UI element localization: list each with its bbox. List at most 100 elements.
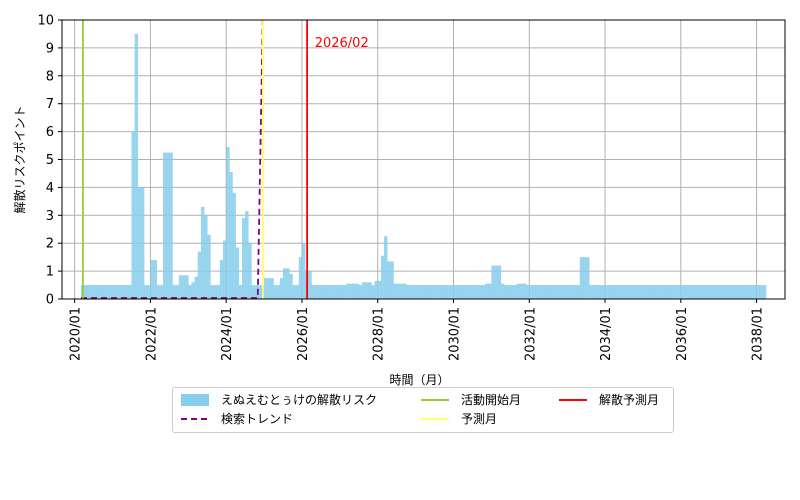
risk-bar <box>333 285 337 299</box>
x-axis-label: 時間（月） <box>389 373 449 387</box>
risk-bar <box>153 259 158 299</box>
dissolution-date-annotation: 2026/02 <box>315 36 369 51</box>
risk-bar <box>740 285 745 299</box>
y-tick-label: 2 <box>46 237 54 252</box>
risk-bar <box>402 283 407 299</box>
risk-bar <box>481 285 486 299</box>
risk-bar <box>264 278 268 299</box>
risk-bar <box>93 285 98 299</box>
risk-bar <box>687 285 691 299</box>
risk-bar <box>185 275 189 299</box>
risk-bar <box>147 285 151 299</box>
risk-bar <box>567 285 571 299</box>
risk-bar <box>683 285 688 299</box>
risk-bar <box>361 282 366 299</box>
risk-bar <box>434 285 439 299</box>
risk-bar <box>693 285 697 299</box>
risk-bar <box>535 285 540 299</box>
risk-bar <box>715 285 719 299</box>
risk-bar <box>456 285 461 299</box>
risk-bar <box>538 285 543 299</box>
y-tick-label: 10 <box>37 14 54 29</box>
x-tick-label: 2026/01 <box>296 307 311 361</box>
risk-bar <box>428 285 432 299</box>
risk-bar <box>491 265 495 299</box>
risk-bar <box>200 206 205 299</box>
risk-bar <box>159 285 164 299</box>
y-tick-label: 8 <box>46 69 54 84</box>
y-tick-label: 9 <box>46 41 54 56</box>
risk-bar <box>478 285 483 299</box>
risk-bar <box>216 285 221 299</box>
risk-bar <box>210 285 214 299</box>
risk-bar <box>156 285 161 299</box>
risk-bar <box>642 285 647 299</box>
risk-bar <box>229 172 233 299</box>
risk-bar <box>690 285 694 299</box>
risk-bar <box>336 285 341 299</box>
risk-bar <box>563 285 568 299</box>
risk-bar <box>759 285 764 299</box>
risk-bar <box>289 273 293 299</box>
risk-bar <box>241 218 246 299</box>
risk-bar <box>453 285 457 299</box>
risk-bar <box>87 285 91 299</box>
risk-bar <box>295 285 300 299</box>
x-axis: 2020/01 2022/01 2024/01 2026/01 2028/01 2030/… <box>69 299 766 361</box>
risk-bar <box>557 285 562 299</box>
risk-bar <box>238 285 243 299</box>
risk-bar <box>573 285 577 299</box>
risk-bar <box>352 283 356 299</box>
legend-swatch-dissolution <box>559 392 587 408</box>
y-axis: 0 1 2 3 4 5 6 7 8 9 10 <box>37 14 62 308</box>
risk-bar <box>728 285 732 299</box>
legend-label-forecast: 予測月 <box>461 412 498 426</box>
risk-bar <box>702 285 707 299</box>
risk-bar <box>270 278 274 299</box>
risk-bar <box>459 285 464 299</box>
risk-bar <box>554 285 558 299</box>
risk-bar <box>488 283 492 299</box>
risk-bar <box>387 261 391 299</box>
risk-bar <box>696 285 701 299</box>
risk-bar <box>197 251 202 299</box>
legend-swatch-start <box>421 392 449 408</box>
risk-bar <box>279 278 284 299</box>
risk-bar <box>595 285 600 299</box>
risk-bar <box>425 285 429 299</box>
risk-bar <box>131 131 135 299</box>
legend-swatch-trend <box>181 411 209 427</box>
risk-bar <box>175 285 180 299</box>
risk-bar <box>510 285 514 299</box>
risk-bar <box>737 285 742 299</box>
risk-bar <box>437 285 442 299</box>
risk-bar <box>497 265 502 299</box>
risk-bar <box>627 285 631 299</box>
risk-bar <box>611 285 615 299</box>
risk-bar <box>623 285 628 299</box>
legend-label-trend: 検索トレンド <box>221 412 294 426</box>
risk-bar <box>551 285 555 299</box>
risk-bar <box>409 285 413 299</box>
risk-bar <box>106 285 110 299</box>
risk-bar <box>140 187 145 299</box>
risk-bar <box>548 285 552 299</box>
risk-bar <box>125 285 129 299</box>
risk-bar <box>396 283 401 299</box>
risk-bar <box>172 285 176 299</box>
risk-bar <box>513 285 517 299</box>
risk-bar <box>418 285 423 299</box>
risk-bar <box>342 285 347 299</box>
risk-bar <box>630 285 634 299</box>
risk-bar <box>178 275 183 299</box>
risk-bar <box>330 285 334 299</box>
risk-bar <box>163 152 167 299</box>
risk-bar <box>109 285 113 299</box>
risk-bar <box>194 276 199 299</box>
risk-bar <box>507 285 511 299</box>
risk-bar <box>96 285 101 299</box>
x-tick-label: 2028/01 <box>372 307 387 361</box>
legend-label-dissolution: 解散予測月 <box>599 393 660 407</box>
risk-bar <box>677 285 682 299</box>
y-tick-label: 0 <box>46 293 54 308</box>
